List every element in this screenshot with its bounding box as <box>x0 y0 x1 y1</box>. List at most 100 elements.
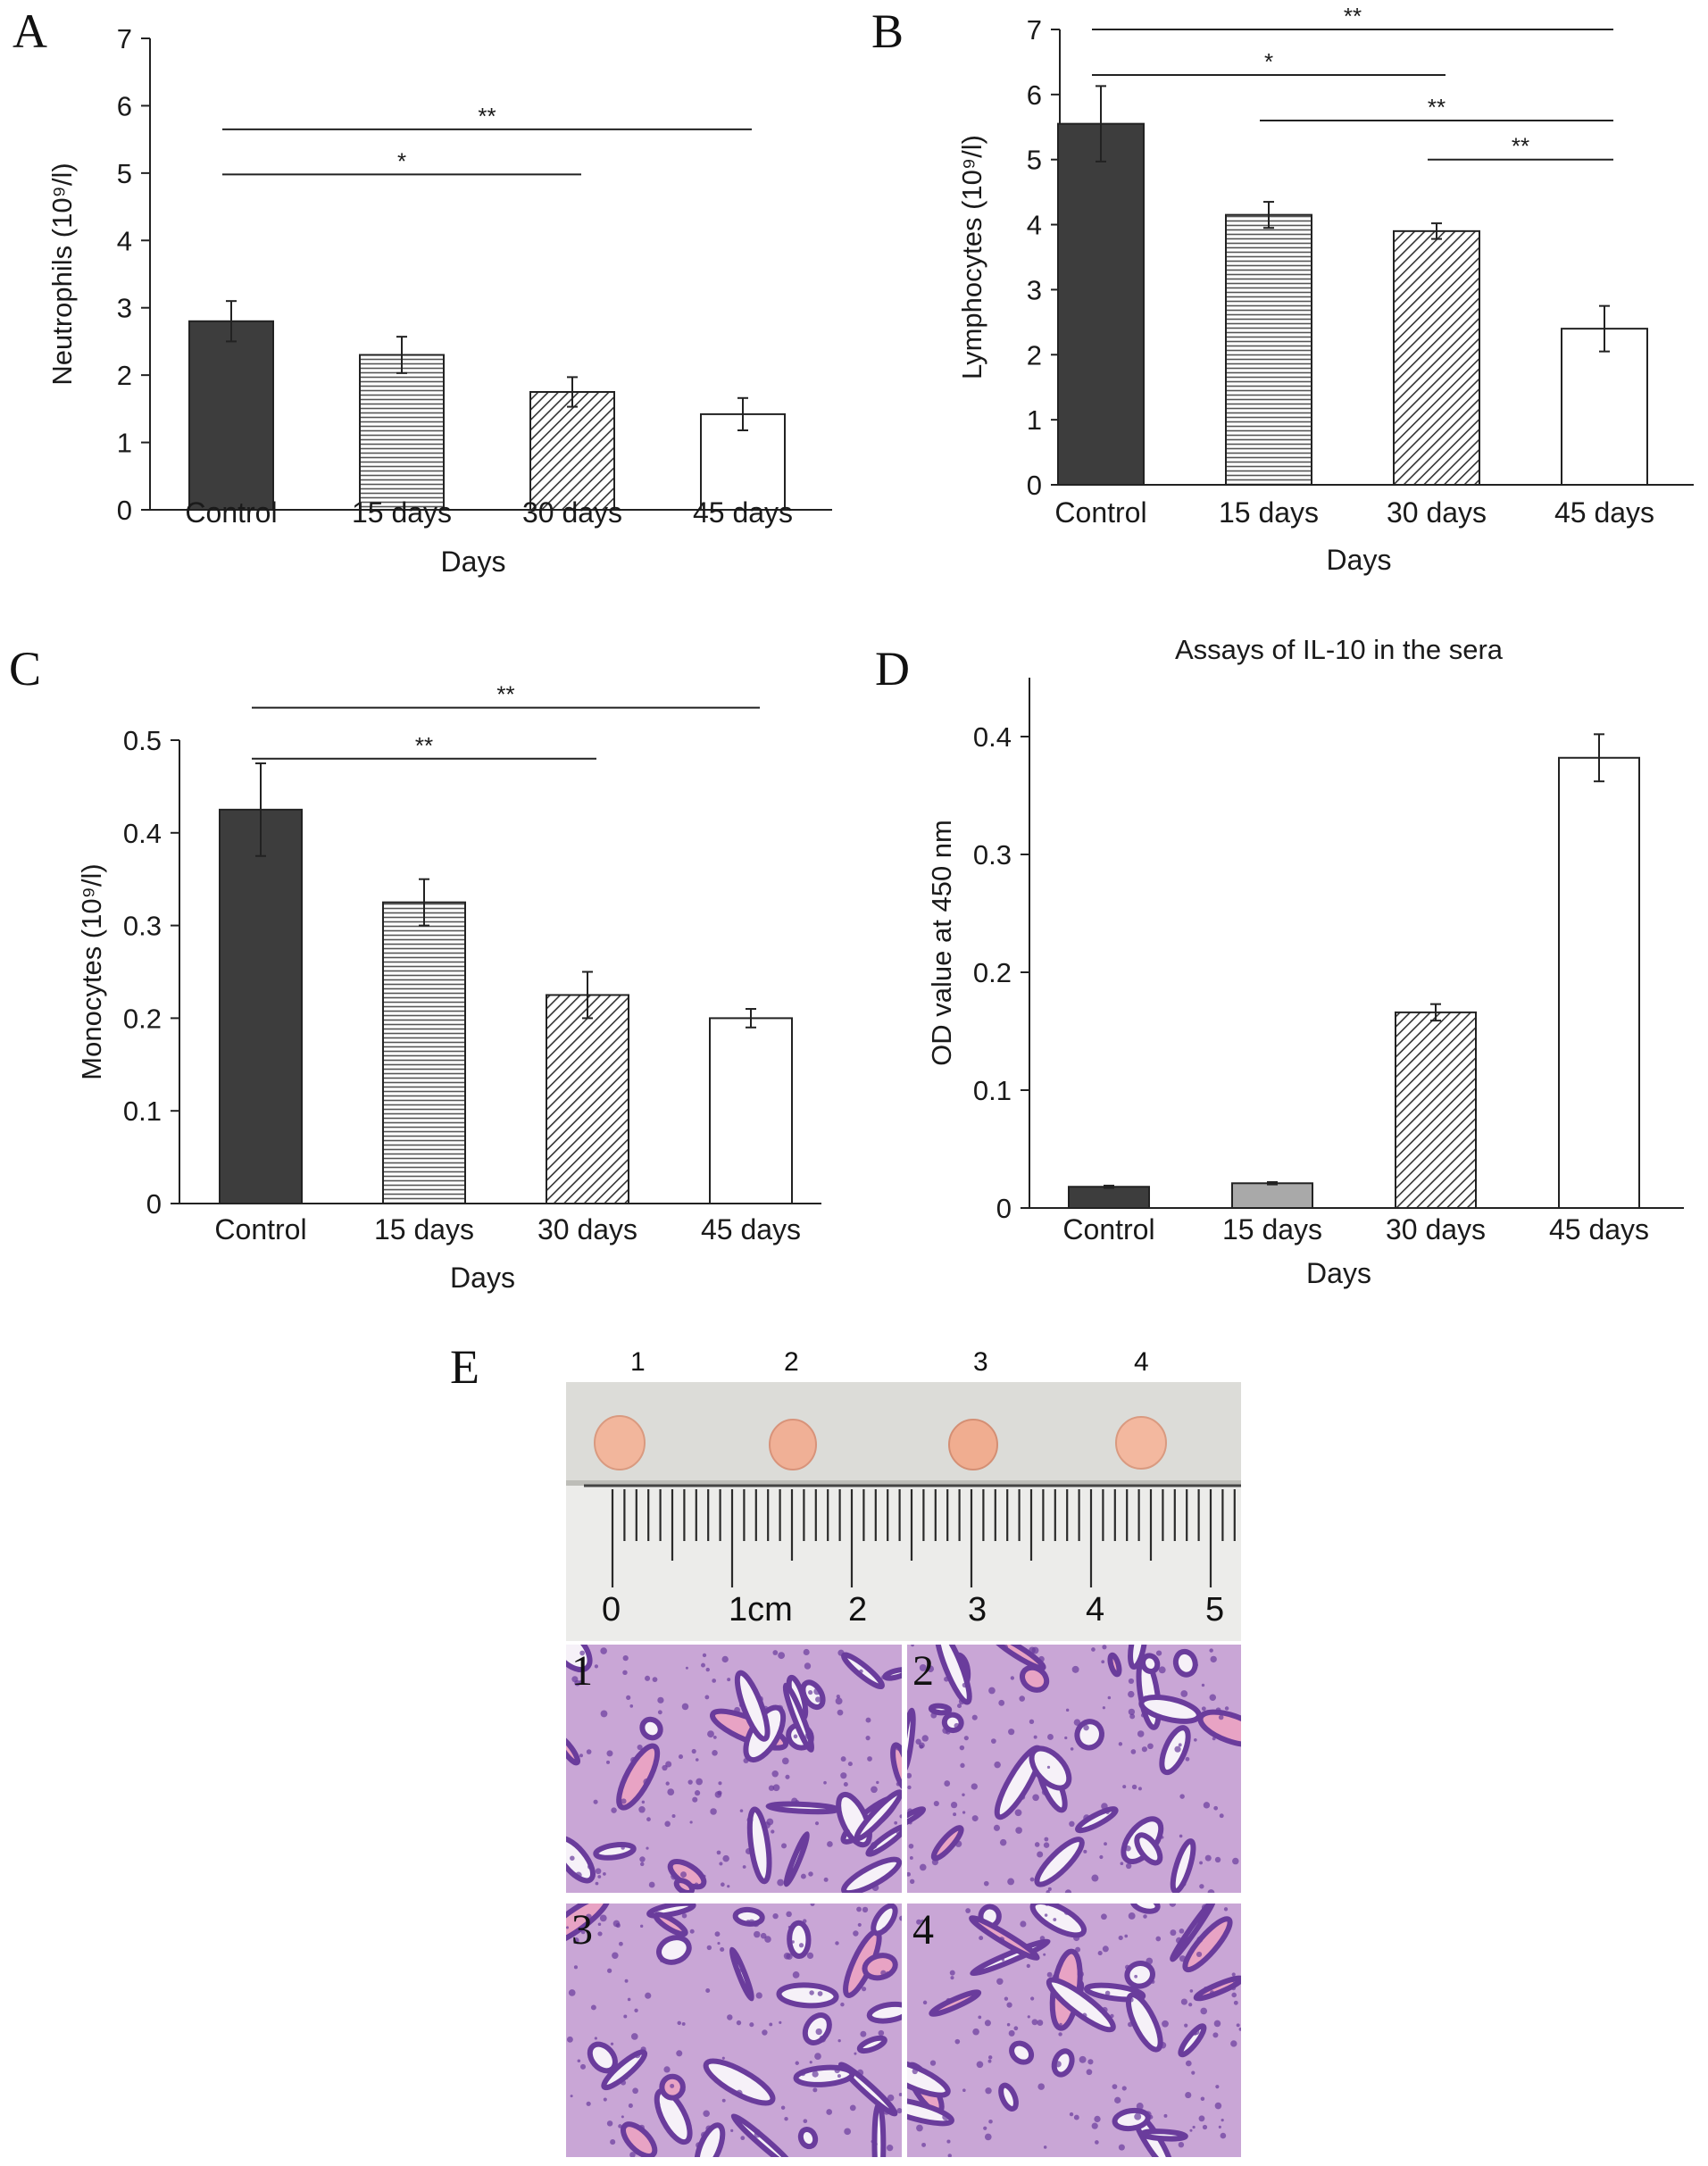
cell-nucleus <box>1188 2003 1193 2007</box>
cell-nucleus <box>985 2087 992 2095</box>
cell-nucleus <box>768 1785 775 1791</box>
cell-nucleus <box>798 1943 804 1948</box>
cell-nucleus <box>871 1884 879 1891</box>
cell-nucleus <box>655 2103 661 2108</box>
cell-nucleus <box>837 2074 841 2079</box>
y-tick-label: 0.3 <box>973 839 1012 871</box>
x-tick-label: 15 days <box>352 496 452 529</box>
cell-nucleus <box>703 1874 706 1879</box>
cell-nucleus <box>621 1798 627 1804</box>
cell-nucleus <box>679 2087 686 2093</box>
cell-nucleus <box>640 2046 646 2053</box>
cell-nucleus <box>878 2029 885 2037</box>
cell-nucleus <box>872 2142 878 2146</box>
cell-nucleus <box>1118 1742 1123 1746</box>
cell-nucleus <box>915 1738 921 1745</box>
y-tick-label: 0.1 <box>123 1095 162 1127</box>
cell-nucleus <box>1125 1862 1132 1870</box>
bar-45-days <box>1558 756 1640 1209</box>
cell-nucleus <box>566 2036 573 2043</box>
gland-lumen <box>793 2064 855 2087</box>
cell-nucleus <box>712 1736 717 1739</box>
y-tick-label: 6 <box>1027 79 1042 111</box>
cell-nucleus <box>933 1800 939 1807</box>
cell-nucleus <box>1185 2092 1192 2099</box>
cell-nucleus <box>791 1940 795 1944</box>
y-tick-label: 0 <box>117 495 132 526</box>
cell-nucleus <box>685 1666 688 1670</box>
cell-nucleus <box>570 1855 575 1861</box>
gland-lumen <box>566 1904 611 1948</box>
histology-image-1 <box>566 1645 902 1893</box>
cell-nucleus <box>757 1695 763 1703</box>
cell-nucleus <box>667 1788 675 1795</box>
cell-nucleus <box>627 1997 631 2002</box>
gland-lumen <box>1125 1992 1163 2053</box>
cell-nucleus <box>871 1786 878 1794</box>
gland-lumen <box>1009 2040 1035 2065</box>
ruler-label-4: 4 <box>1086 1591 1105 1629</box>
cell-nucleus <box>927 1665 935 1673</box>
cell-nucleus <box>962 2088 966 2093</box>
cell-nucleus <box>1008 1729 1015 1736</box>
cell-nucleus <box>1128 2021 1133 2028</box>
gland-lumen <box>1129 1904 1161 1914</box>
cell-nucleus <box>976 2061 984 2069</box>
cell-nucleus <box>919 1863 927 1871</box>
cell-nucleus <box>760 1932 767 1939</box>
cell-nucleus <box>1014 1809 1022 1817</box>
cell-nucleus <box>574 1679 581 1687</box>
cell-nucleus <box>1231 1992 1237 1998</box>
cell-nucleus <box>998 1937 1005 1943</box>
cell-nucleus <box>865 1736 871 1741</box>
gland-lumen <box>587 2041 618 2074</box>
cell-nucleus <box>916 2124 923 2132</box>
cell-nucleus <box>634 2008 638 2012</box>
cell-nucleus <box>950 1976 954 1980</box>
cell-nucleus <box>957 1704 962 1709</box>
cell-nucleus <box>707 1730 714 1738</box>
cell-nucleus <box>987 2055 993 2060</box>
cell-nucleus <box>916 1919 922 1925</box>
cell-nucleus <box>1233 2000 1238 2005</box>
cell-nucleus <box>1193 1737 1197 1742</box>
cell-nucleus <box>815 2028 822 2036</box>
cell-nucleus <box>1032 1770 1038 1778</box>
significance-marker: * <box>397 147 406 174</box>
cell-nucleus <box>681 1703 689 1711</box>
cell-nucleus <box>1071 1665 1079 1673</box>
cell-nucleus <box>600 1647 607 1654</box>
cell-nucleus <box>696 2142 703 2149</box>
cell-nucleus <box>946 1729 951 1735</box>
gland-lumen <box>989 1645 1046 1671</box>
cell-nucleus <box>907 1785 912 1790</box>
cell-nucleus <box>847 1762 853 1767</box>
cell-nucleus <box>1215 2085 1220 2089</box>
cell-nucleus <box>1179 2044 1185 2049</box>
gland-lumen <box>1193 1975 1241 2002</box>
cell-nucleus <box>610 2139 616 2145</box>
cell-nucleus <box>1203 1934 1206 1937</box>
cell-nucleus <box>1213 1805 1219 1811</box>
cell-nucleus <box>664 1820 671 1828</box>
cell-nucleus <box>1159 2041 1167 2049</box>
gland-lumen <box>730 2113 796 2157</box>
cell-nucleus <box>808 1689 813 1695</box>
cell-nucleus <box>1120 1862 1124 1866</box>
cell-nucleus <box>1053 1918 1057 1921</box>
cell-nucleus <box>579 2063 587 2070</box>
y-tick-label: 0 <box>996 1193 1012 1224</box>
cell-nucleus <box>714 1931 721 1937</box>
cell-nucleus <box>727 1885 730 1888</box>
cell-nucleus <box>1215 1707 1221 1713</box>
cell-nucleus <box>1063 1908 1071 1915</box>
cell-nucleus <box>632 2087 638 2095</box>
y-tick-label: 0 <box>146 1188 162 1220</box>
cell-nucleus <box>1212 2032 1219 2038</box>
cell-nucleus <box>1125 1845 1131 1852</box>
cell-nucleus <box>746 1816 754 1823</box>
cell-nucleus <box>607 1968 612 1973</box>
cell-nucleus <box>963 1736 969 1741</box>
cell-nucleus <box>622 1654 629 1662</box>
gland-lumen <box>1139 2129 1188 2142</box>
